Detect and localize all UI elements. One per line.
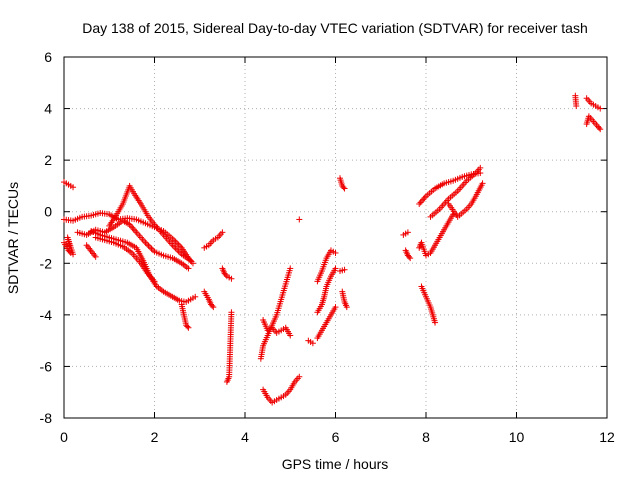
data-point bbox=[596, 124, 603, 131]
x-tick-label: 0 bbox=[60, 429, 68, 445]
data-point bbox=[332, 249, 339, 256]
x-tick-label: 12 bbox=[599, 429, 615, 445]
data-point bbox=[418, 197, 425, 204]
data-point bbox=[296, 373, 303, 380]
data-point bbox=[148, 245, 155, 252]
data-point bbox=[479, 180, 486, 187]
y-tick-label: 0 bbox=[44, 204, 52, 220]
data-point bbox=[83, 242, 90, 249]
data-point bbox=[146, 244, 153, 251]
data-point bbox=[597, 126, 604, 133]
data-point bbox=[343, 304, 350, 311]
y-tick-label: -2 bbox=[40, 255, 53, 271]
y-tick-label: 4 bbox=[44, 101, 52, 117]
data-point bbox=[143, 241, 150, 248]
data-point bbox=[309, 340, 316, 347]
y-tick-label: -4 bbox=[40, 307, 53, 323]
data-point bbox=[406, 253, 413, 260]
data-point bbox=[421, 194, 428, 201]
data-point bbox=[573, 102, 580, 109]
data-point bbox=[420, 196, 427, 203]
y-axis-label: SDTVAR / TECUs bbox=[5, 182, 21, 294]
data-point bbox=[296, 216, 303, 223]
data-point bbox=[171, 237, 178, 244]
data-point bbox=[597, 105, 604, 112]
y-tick-label: -8 bbox=[40, 410, 53, 426]
data-point bbox=[432, 319, 439, 326]
data-point bbox=[130, 226, 137, 233]
data-point bbox=[177, 249, 184, 256]
data-point bbox=[223, 378, 230, 385]
data-point bbox=[341, 185, 348, 192]
data-point bbox=[341, 266, 348, 273]
chart-title: Day 138 of 2015, Sidereal Day-to-day VTE… bbox=[82, 20, 588, 36]
data-point bbox=[210, 304, 217, 311]
data-point bbox=[185, 324, 192, 331]
data-point bbox=[228, 275, 235, 282]
data-point bbox=[287, 265, 294, 272]
data-point bbox=[332, 304, 339, 311]
data-point bbox=[222, 271, 229, 278]
data-point bbox=[477, 164, 484, 171]
tick-labels: 0 2 4 6 8 10 12 -8 -6 -4 -2 0 2 4 6 bbox=[40, 49, 615, 445]
data-point bbox=[132, 227, 139, 234]
data-point bbox=[332, 265, 339, 272]
x-tick-label: 4 bbox=[241, 429, 249, 445]
x-tick-label: 6 bbox=[332, 429, 340, 445]
data-point bbox=[184, 323, 191, 330]
x-tick-label: 8 bbox=[422, 429, 430, 445]
data-point bbox=[340, 184, 347, 191]
grid-lines bbox=[64, 57, 607, 418]
y-tick-label: 2 bbox=[44, 152, 52, 168]
y-tick-label: -6 bbox=[40, 358, 53, 374]
data-point bbox=[417, 199, 424, 206]
x-tick-label: 2 bbox=[151, 429, 159, 445]
data-point bbox=[404, 229, 411, 236]
data-point bbox=[287, 332, 294, 339]
data-points bbox=[61, 92, 604, 406]
axes bbox=[63, 56, 608, 419]
data-point bbox=[70, 184, 77, 191]
data-point bbox=[416, 200, 423, 207]
x-axis-label: GPS time / hours bbox=[282, 456, 389, 472]
data-point bbox=[185, 265, 192, 272]
data-point bbox=[219, 229, 226, 236]
y-tick-label: 6 bbox=[44, 49, 52, 65]
x-tick-label: 10 bbox=[509, 429, 525, 445]
data-point bbox=[66, 242, 73, 249]
data-point bbox=[129, 224, 136, 231]
data-point bbox=[192, 293, 199, 300]
data-point bbox=[209, 302, 216, 309]
data-point bbox=[145, 242, 152, 249]
data-point bbox=[151, 278, 158, 285]
data-point bbox=[187, 257, 194, 264]
data-point bbox=[407, 255, 414, 262]
